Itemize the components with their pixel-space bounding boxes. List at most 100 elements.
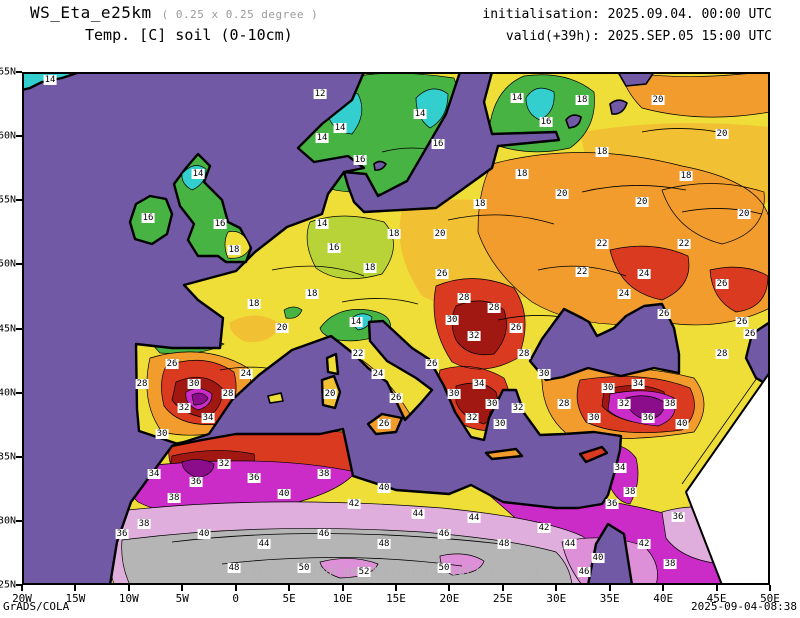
sea-baltic [342, 72, 561, 214]
contour-label: 12 [313, 89, 327, 99]
contour-label: 28 [487, 303, 501, 313]
contour-label: 38 [137, 519, 151, 529]
y-tick-mark [16, 519, 22, 522]
contour-label: 14 [349, 317, 363, 327]
x-tick-label: 45E [706, 592, 727, 605]
contour-label: 16 [539, 117, 553, 127]
contour-label: 18 [227, 245, 241, 255]
contour-label: 42 [637, 539, 651, 549]
contour-label: 14 [333, 123, 347, 133]
contour-label: 20 [275, 323, 289, 333]
band-cyan [325, 87, 555, 331]
y-tick-mark [16, 327, 22, 330]
contour-label: 44 [257, 539, 271, 549]
contour-label: 40 [277, 489, 291, 499]
y-tick-mark [16, 455, 22, 458]
x-tick-mark [341, 585, 344, 591]
contour-label: 22 [595, 239, 609, 249]
contour-label: 34 [201, 413, 215, 423]
y-tick-label: 50N [0, 258, 16, 270]
contour-label: 20 [737, 209, 751, 219]
contour-label: 26 [425, 359, 439, 369]
x-tick-label: 20E [439, 592, 460, 605]
sea-black [528, 302, 681, 382]
contour-label: 22 [575, 267, 589, 277]
y-tick-label: 30N [0, 515, 16, 527]
contour-label: 30 [485, 399, 499, 409]
contour-labels: 12 14 16 14 14 16 14 16 18 14 20 20 18 20 18 20 14 16 18 16… [22, 72, 770, 585]
contour-label: 46 [317, 529, 331, 539]
x-tick-mark [288, 585, 291, 591]
y-tick-mark [16, 391, 22, 394]
contour-label: 14 [315, 133, 329, 143]
contour-label: 22 [351, 349, 365, 359]
contour-label: 14 [315, 219, 329, 229]
contour-label: 30 [493, 419, 507, 429]
x-tick-mark [234, 585, 237, 591]
contour-label: 28 [517, 349, 531, 359]
contour-label: 32 [465, 413, 479, 423]
contour-label: 18 [363, 263, 377, 273]
y-tick-label: 60N [0, 130, 16, 142]
x-tick-mark [769, 585, 771, 591]
y-tick-mark [16, 263, 22, 266]
nodata-domain-cut [685, 371, 770, 585]
contour-label: 26 [377, 419, 391, 429]
contour-label: 18 [515, 169, 529, 179]
valid-label: valid(+39h): [505, 29, 600, 44]
x-tick-label: 10E [332, 592, 353, 605]
x-tick-label: 0 [232, 592, 240, 605]
contour-label: 20 [323, 389, 337, 399]
contour-label: 34 [631, 379, 645, 389]
contour-label: 38 [317, 469, 331, 479]
contour-label: 48 [497, 539, 511, 549]
contour-label: 30 [537, 369, 551, 379]
sea-atlantic [22, 72, 366, 585]
sea-redsea [586, 522, 634, 585]
contour-label: 26 [435, 269, 449, 279]
init-label: initialisation: [482, 7, 600, 22]
init-value: 2025.09.04. 00:00 UTC [607, 7, 772, 22]
model-name: WS_Eta_e25km [30, 3, 152, 22]
contour-label: 30 [447, 389, 461, 399]
contour-label: 32 [511, 403, 525, 413]
contour-label: 30 [155, 429, 169, 439]
title-block: WS_Eta_e25km ( 0.25 x 0.25 degree ) Temp.… [30, 3, 318, 44]
contour-label: 50 [437, 563, 451, 573]
contour-label: 36 [247, 473, 261, 483]
x-tick-mark [608, 585, 611, 591]
contour-label: 44 [467, 513, 481, 523]
grads-credit: GrADS/COLA [3, 600, 70, 613]
time-block: initialisation: 2025.09.04. 00:00 UTC va… [482, 4, 772, 48]
contour-label: 26 [743, 329, 757, 339]
contour-label: 28 [135, 379, 149, 389]
contour-label: 36 [671, 512, 685, 522]
contour-label: 42 [537, 523, 551, 533]
contour-label: 30 [445, 315, 459, 325]
x-tick-mark [395, 585, 397, 591]
contour-label: 36 [605, 499, 619, 509]
x-tick-label: 20W [12, 592, 32, 605]
field-title: Temp. [C] soil (0-10cm) [85, 26, 293, 44]
map-plot-area: Hydrological and Meteorological service … [22, 72, 770, 585]
contour-label: 32 [177, 403, 191, 413]
y-tick-mark [16, 584, 22, 586]
contour-label: 18 [575, 95, 589, 105]
x-tick-label: 15W [65, 592, 86, 605]
contour-label: 50 [297, 563, 311, 573]
y-tick-label: 25N [0, 579, 16, 591]
contour-label: 26 [735, 317, 749, 327]
contour-label: 48 [227, 563, 241, 573]
contour-label: 18 [473, 199, 487, 209]
contour-label: 14 [413, 109, 427, 119]
x-tick-label: 30E [546, 592, 567, 605]
y-tick-label: 45N [0, 323, 16, 334]
contour-label: 40 [591, 553, 605, 563]
contour-label: 16 [353, 155, 367, 165]
contour-label: 36 [641, 413, 655, 423]
x-tick-mark [715, 585, 718, 591]
contour-label: 52 [357, 567, 371, 577]
y-tick-mark [16, 135, 22, 138]
initialisation-line: initialisation: 2025.09.04. 00:00 UTC [482, 4, 772, 26]
